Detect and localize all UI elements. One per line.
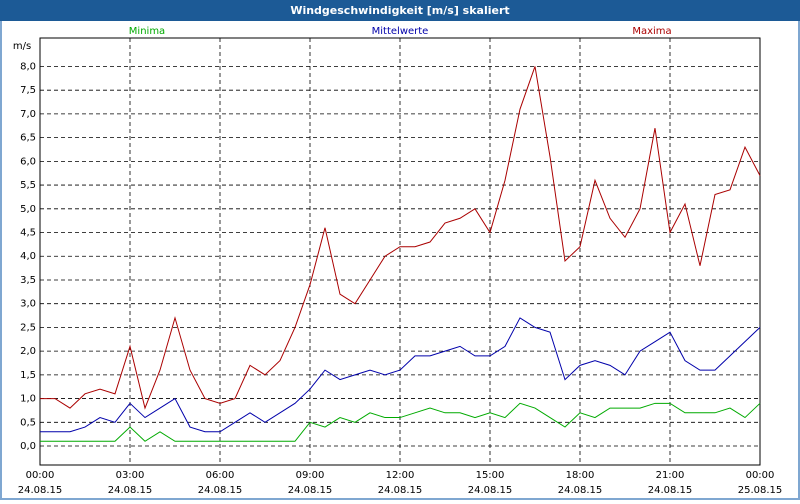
series-line: [40, 317, 761, 433]
y-tick-label: 2,5: [20, 322, 36, 333]
y-tick-label: 5,5: [20, 180, 36, 191]
x-tick-label: 15:00: [476, 470, 505, 481]
x-tick-date: 24.08.15: [558, 485, 603, 496]
y-tick-label: 0,5: [20, 417, 36, 428]
x-tick-label: 00:00: [26, 470, 55, 481]
x-tick-label: 03:00: [116, 470, 145, 481]
legend-entry: Maxima: [632, 26, 671, 37]
x-tick-date: 24.08.15: [468, 485, 513, 496]
series-line: [40, 402, 761, 442]
legend-entry: Mittelwerte: [372, 26, 429, 37]
x-tick-date: 24.08.15: [198, 485, 243, 496]
y-tick-label: 2,0: [20, 346, 36, 357]
y-tick-label: 5,0: [20, 204, 36, 215]
legend-entry: Minima: [129, 26, 165, 37]
y-tick-label: 6,5: [20, 133, 36, 144]
series-line: [40, 66, 761, 410]
x-tick-date: 25.08.15: [738, 485, 783, 496]
y-tick-label: 3,0: [20, 299, 36, 310]
y-tick-label: 4,0: [20, 251, 36, 262]
title-bar: [0, 0, 800, 21]
x-tick-date: 24.08.15: [288, 485, 333, 496]
y-tick-label: 7,0: [20, 109, 36, 120]
y-tick-label: 6,0: [20, 156, 36, 167]
x-tick-date: 24.08.15: [648, 485, 693, 496]
y-tick-label: 1,0: [20, 394, 36, 405]
x-tick-label: 00:00: [746, 470, 775, 481]
y-tick-label: 3,5: [20, 275, 36, 286]
y-unit: m/s: [13, 41, 31, 52]
x-tick-date: 24.08.15: [18, 485, 63, 496]
x-tick-label: 06:00: [206, 470, 235, 481]
y-tick-label: 7,5: [20, 85, 36, 96]
x-tick-label: 21:00: [656, 470, 685, 481]
y-tick-label: 0,0: [20, 441, 36, 452]
chart-title: Windgeschwindigkeit [m/s] skaliert: [290, 4, 509, 17]
y-tick-label: 1,5: [20, 370, 36, 381]
x-tick-date: 24.08.15: [108, 485, 153, 496]
x-tick-date: 24.08.15: [378, 485, 423, 496]
x-tick-label: 12:00: [386, 470, 415, 481]
x-tick-label: 09:00: [296, 470, 325, 481]
y-tick-label: 8,0: [20, 61, 36, 72]
y-tick-label: 4,5: [20, 228, 36, 239]
x-tick-label: 18:00: [566, 470, 595, 481]
